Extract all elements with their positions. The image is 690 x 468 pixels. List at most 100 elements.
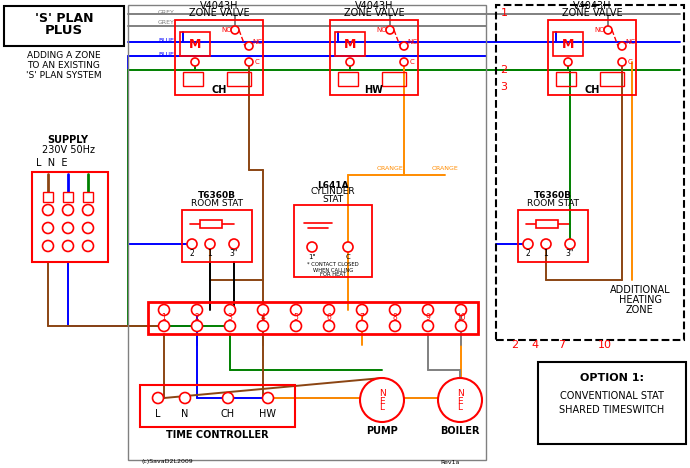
Text: N: N	[181, 409, 188, 419]
Text: 1: 1	[544, 249, 549, 258]
Text: M: M	[189, 37, 201, 51]
Text: C: C	[255, 59, 259, 65]
Circle shape	[257, 305, 268, 315]
Circle shape	[357, 321, 368, 331]
Bar	[43, 192, 53, 202]
Circle shape	[324, 321, 335, 331]
Bar	[183, 72, 203, 86]
Text: HW: HW	[259, 409, 277, 419]
Bar	[4, 6, 124, 46]
Circle shape	[245, 42, 253, 50]
Text: CYLINDER: CYLINDER	[310, 188, 355, 197]
Circle shape	[360, 378, 404, 422]
Text: CH: CH	[584, 85, 600, 95]
Text: CH: CH	[221, 409, 235, 419]
Bar	[556, 72, 576, 86]
Text: GREY: GREY	[158, 9, 175, 15]
Bar	[180, 32, 210, 56]
Text: ZONE VALVE: ZONE VALVE	[344, 8, 404, 18]
Circle shape	[222, 393, 233, 403]
Text: 1: 1	[208, 249, 213, 258]
Text: T6360B: T6360B	[534, 191, 572, 200]
Text: ORANGE: ORANGE	[377, 166, 404, 170]
Bar	[553, 32, 583, 56]
Text: 3: 3	[228, 314, 233, 322]
Text: BLUE: BLUE	[158, 37, 174, 43]
Text: 'S' PLAN: 'S' PLAN	[34, 12, 93, 24]
Circle shape	[224, 321, 235, 331]
Text: C: C	[410, 59, 415, 65]
Text: L641A: L641A	[317, 181, 349, 190]
Bar	[294, 205, 372, 277]
Text: HW: HW	[364, 85, 384, 95]
Text: T6360B: T6360B	[198, 191, 236, 200]
Circle shape	[83, 205, 94, 215]
Text: 230V 50Hz: 230V 50Hz	[41, 145, 95, 155]
Circle shape	[389, 321, 400, 331]
Bar	[338, 72, 358, 86]
Bar	[496, 5, 684, 340]
Text: CONVENTIONAL STAT: CONVENTIONAL STAT	[560, 391, 664, 401]
Text: BLUE: BLUE	[158, 51, 174, 57]
Text: 2: 2	[511, 340, 519, 350]
Text: NC: NC	[625, 39, 635, 45]
Text: FOR HEAT: FOR HEAT	[320, 272, 346, 278]
Bar	[518, 210, 588, 262]
Text: C: C	[628, 59, 632, 65]
Text: HEATING: HEATING	[618, 295, 662, 305]
Text: NC: NC	[407, 39, 417, 45]
Text: PUMP: PUMP	[366, 426, 398, 436]
Text: 3: 3	[500, 82, 508, 92]
Text: 1": 1"	[308, 254, 316, 260]
Text: BOILER: BOILER	[440, 426, 480, 436]
Text: ROOM STAT: ROOM STAT	[191, 198, 243, 207]
Circle shape	[422, 321, 433, 331]
Text: 2: 2	[500, 65, 508, 75]
Text: TIME CONTROLLER: TIME CONTROLLER	[166, 430, 268, 440]
Bar	[140, 385, 295, 427]
Text: ZONE: ZONE	[626, 305, 654, 315]
Text: 7: 7	[359, 314, 364, 322]
Text: 8: 8	[393, 314, 397, 322]
Text: V4043H: V4043H	[573, 1, 611, 11]
Circle shape	[438, 378, 482, 422]
Circle shape	[229, 239, 239, 249]
Bar	[548, 20, 636, 95]
Circle shape	[63, 241, 74, 251]
Circle shape	[257, 321, 268, 331]
Text: ADDING A ZONE: ADDING A ZONE	[27, 51, 101, 60]
Bar	[330, 20, 418, 95]
Circle shape	[400, 42, 408, 50]
Circle shape	[43, 241, 54, 251]
Text: NO: NO	[595, 27, 605, 33]
Circle shape	[290, 305, 302, 315]
Bar	[83, 192, 93, 202]
Bar	[32, 172, 108, 262]
Bar	[227, 72, 251, 86]
Text: SHARED TIMESWITCH: SHARED TIMESWITCH	[560, 405, 664, 415]
Text: 4: 4	[531, 340, 539, 350]
Text: L: L	[457, 403, 462, 412]
Text: GREY: GREY	[158, 20, 175, 24]
Text: 3": 3"	[566, 249, 574, 258]
Circle shape	[192, 321, 202, 331]
Text: M: M	[562, 37, 574, 51]
Circle shape	[231, 26, 239, 34]
Circle shape	[205, 239, 215, 249]
Circle shape	[455, 321, 466, 331]
Text: V4043H: V4043H	[199, 1, 238, 11]
Text: STAT: STAT	[322, 195, 344, 204]
Text: 6: 6	[326, 314, 331, 322]
Text: NO: NO	[221, 27, 233, 33]
Circle shape	[564, 58, 572, 66]
Circle shape	[523, 239, 533, 249]
Text: 'S' PLAN SYSTEM: 'S' PLAN SYSTEM	[26, 72, 102, 80]
Circle shape	[389, 305, 400, 315]
Bar	[182, 210, 252, 262]
Text: 2: 2	[526, 249, 531, 258]
Circle shape	[224, 305, 235, 315]
Text: SUPPLY: SUPPLY	[48, 135, 88, 145]
Text: ORANGE: ORANGE	[432, 166, 458, 170]
Circle shape	[159, 305, 170, 315]
Text: N: N	[379, 389, 386, 398]
